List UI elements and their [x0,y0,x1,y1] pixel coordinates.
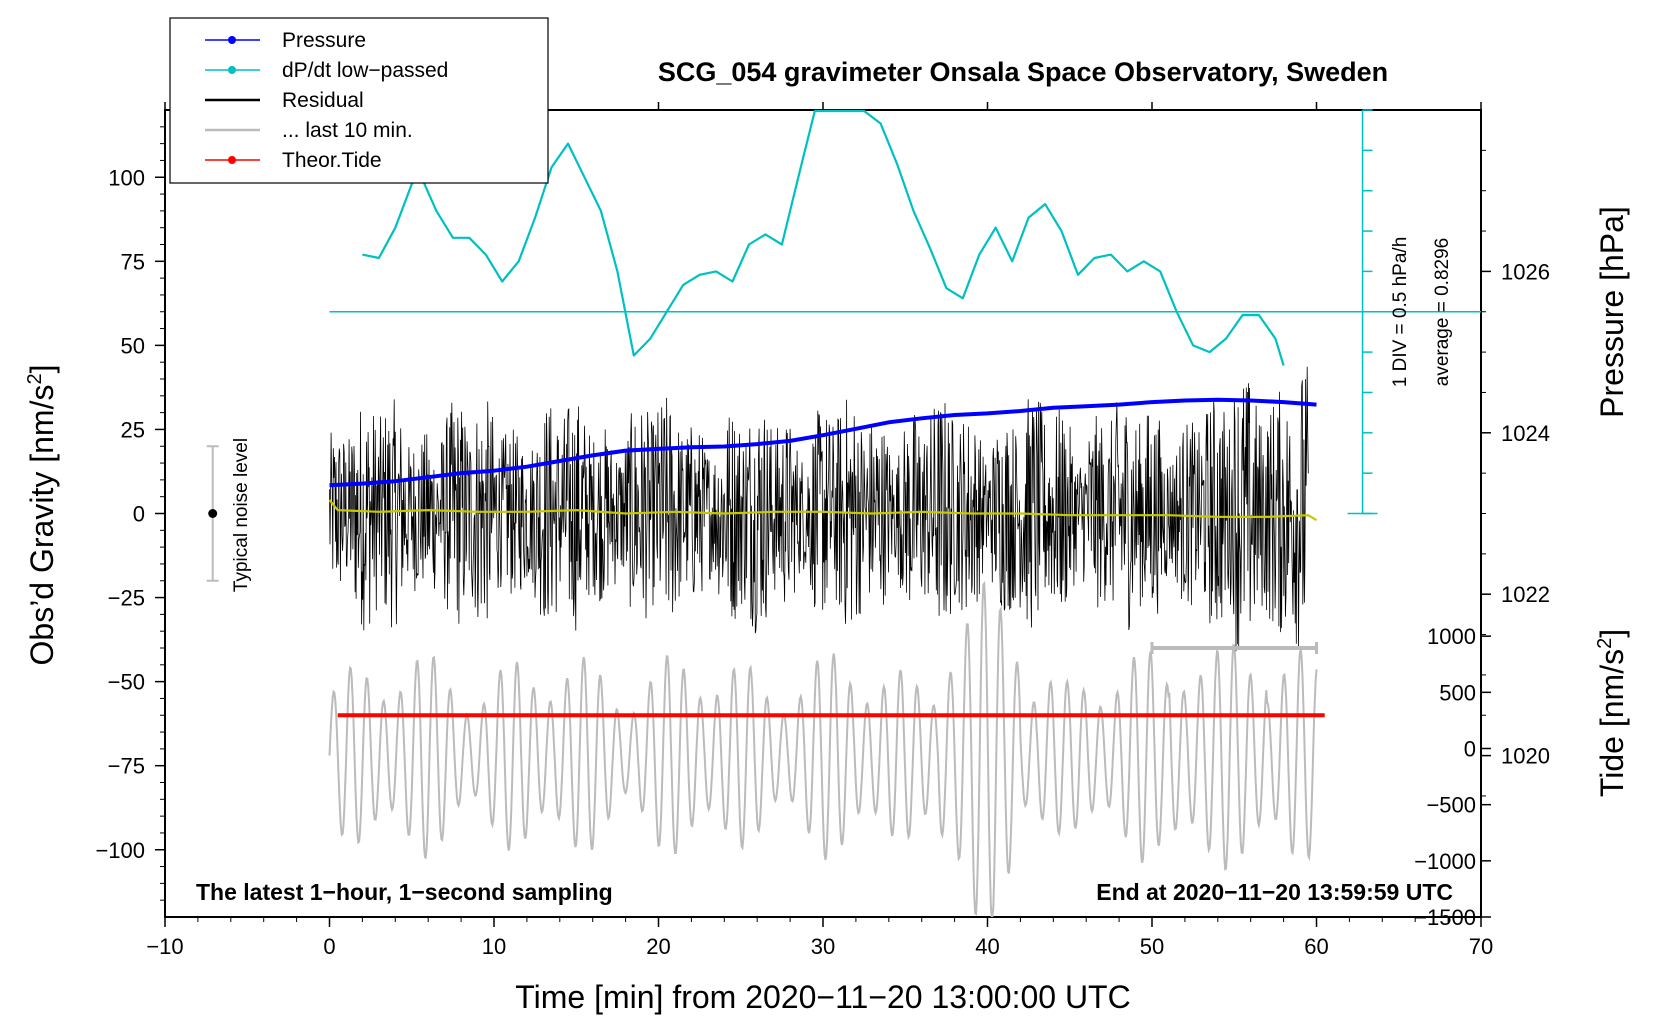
legend: Pressure dP/dt low−passed Residual ... last… [169,17,549,184]
legend-label-3: ... last 10 min. [282,119,413,142]
y-axis-title-gravity: Obs’d Gravity [nm/s2] [24,365,60,666]
y-tick-label: 100 [108,165,145,190]
y-axis-title-pressure: Pressure [hPa] [1594,206,1630,418]
y-tick-label: −50 [108,670,145,695]
tide-tick-label: −1000 [1414,849,1476,874]
x-tick-label: 10 [482,934,506,959]
x-axis-title: Time [min] from 2020−11−20 13:00:00 UTC [515,979,1130,1015]
residual-line [329,366,1309,652]
legend-label-4: Theor.Tide [282,149,382,172]
y-tick-label: 75 [121,249,145,274]
chart-title: SCG_054 gravimeter Onsala Space Observat… [658,57,1388,87]
tide-tick-label: −1500 [1414,905,1476,930]
y-tick-label: 50 [121,333,145,358]
dpdt-scale-label: 1 DIV = 0.5 hPa/h [1390,237,1411,388]
tide-tick-label: −500 [1426,793,1476,818]
axis-ticks: −10 0 10 20 30 40 50 60 701007550250−25−50−75−10… [95,102,1550,959]
residual-series [329,366,1309,652]
dpdt-average-label: average = 0.8296 [1432,238,1453,386]
x-tick-label: 50 [1140,934,1164,959]
pressure-tick-label: 1020 [1501,744,1550,769]
x-tick-label: −10 [146,934,183,959]
dpdt-line [362,109,1285,366]
tide-tick-label: 500 [1439,680,1476,705]
legend-marker-1 [228,66,236,74]
y-axis-title-tide: Tide [nm/s2] [1594,629,1630,797]
legend-marker-4 [228,156,236,164]
x-tick-label: 60 [1304,934,1328,959]
x-tick-label: 20 [646,934,670,959]
y-tick-label: 25 [121,417,145,442]
y-tick-label: 0 [133,502,145,527]
pressure-line [329,397,1317,488]
legend-label-0: Pressure [282,29,366,52]
last-10-min-line [328,580,1318,917]
dpdt-scale [329,109,1481,515]
note-end-time: End at 2020−11−20 13:59:59 UTC [1096,879,1453,905]
noise-bar-dot [208,509,218,518]
legend-label-2: Residual [282,89,364,112]
y-tick-label: −75 [108,754,145,779]
residual-smoothed-line [328,499,1318,522]
noise-level-bar [206,445,219,582]
legend-marker-0 [228,36,236,44]
legend-label-1: dP/dt low−passed [282,59,448,82]
y-tick-label: −25 [108,586,145,611]
note-latest-hour: The latest 1−hour, 1−second sampling [196,879,613,905]
tide-tick-label: 1000 [1427,624,1476,649]
x-tick-label: 0 [323,934,335,959]
last-10-min-series [328,580,1318,917]
pressure-tick-label: 1022 [1501,582,1550,607]
tide-tick-label: 0 [1464,737,1476,762]
pressure-tick-label: 1026 [1501,259,1550,284]
x-tick-label: 30 [811,934,835,959]
series-layer [328,109,1325,718]
pressure-tick-label: 1024 [1501,421,1550,446]
y-tick-label: −100 [95,838,145,863]
x-tick-label: 40 [975,934,999,959]
noise-level-label: Typical noise level [231,438,252,592]
x-tick-label: 70 [1469,934,1493,959]
